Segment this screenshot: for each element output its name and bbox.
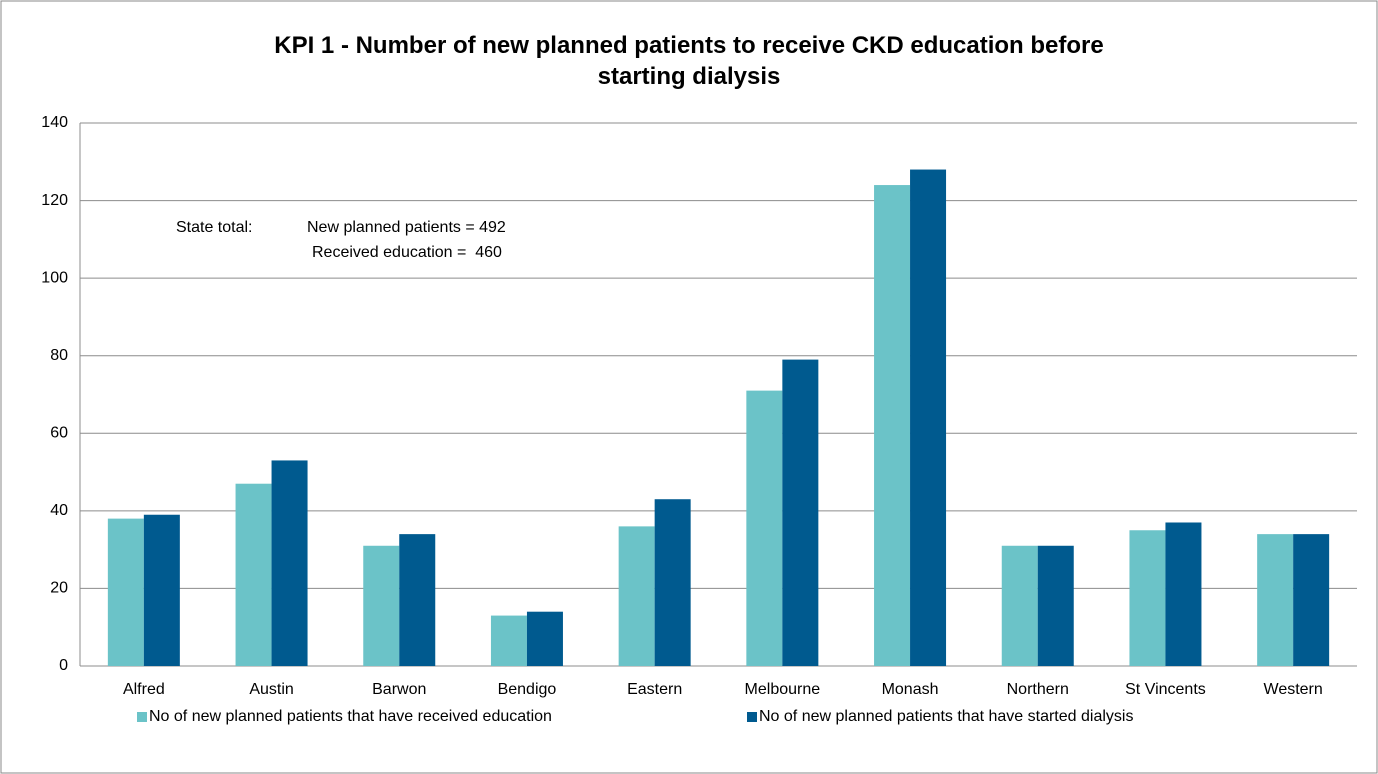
- bar: [235, 483, 272, 666]
- y-tick-label: 100: [41, 269, 68, 286]
- legend-label: No of new planned patients that have rec…: [149, 708, 552, 725]
- bar: [526, 611, 563, 666]
- legend-swatch: [747, 712, 757, 722]
- bar: [782, 359, 819, 666]
- x-tick-label: Monash: [882, 681, 939, 698]
- x-tick-label: Barwon: [372, 681, 426, 698]
- bar: [874, 185, 911, 667]
- bar: [1037, 545, 1074, 666]
- bar: [107, 518, 144, 666]
- y-tick-label: 120: [41, 192, 68, 209]
- bar: [618, 526, 655, 666]
- y-tick-label: 140: [41, 114, 68, 131]
- annotation: New planned patients = 492: [307, 219, 506, 236]
- bar: [746, 390, 783, 666]
- x-tick-label: Western: [1264, 681, 1323, 698]
- legend-label: No of new planned patients that have sta…: [759, 708, 1133, 725]
- y-tick-label: 40: [50, 502, 68, 519]
- x-tick-label: Austin: [249, 681, 293, 698]
- y-tick-label: 0: [59, 657, 68, 674]
- x-tick-label: Bendigo: [498, 681, 557, 698]
- bar: [1257, 534, 1294, 666]
- bar: [271, 460, 308, 666]
- bar: [1001, 545, 1038, 666]
- bar: [910, 169, 947, 667]
- y-tick-label: 60: [50, 425, 68, 442]
- y-tick-label: 20: [50, 580, 68, 597]
- bar: [399, 534, 436, 666]
- legend-swatch: [137, 712, 147, 722]
- annotation: Received education = 460: [312, 244, 502, 261]
- bar: [1165, 522, 1202, 666]
- bar: [1293, 534, 1330, 666]
- chart-title: KPI 1 - Number of new planned patients t…: [274, 32, 1104, 90]
- y-tick-label: 80: [50, 347, 68, 364]
- x-tick-label: Eastern: [627, 681, 682, 698]
- annotation: State total:: [176, 219, 253, 236]
- bar: [143, 514, 180, 666]
- x-tick-label: Northern: [1007, 681, 1069, 698]
- bar: [490, 615, 527, 666]
- bar: [654, 499, 691, 666]
- bar: [363, 545, 400, 666]
- x-tick-label: Alfred: [123, 681, 165, 698]
- x-tick-label: Melbourne: [745, 681, 821, 698]
- x-tick-label: St Vincents: [1125, 681, 1206, 698]
- bar: [1129, 530, 1166, 666]
